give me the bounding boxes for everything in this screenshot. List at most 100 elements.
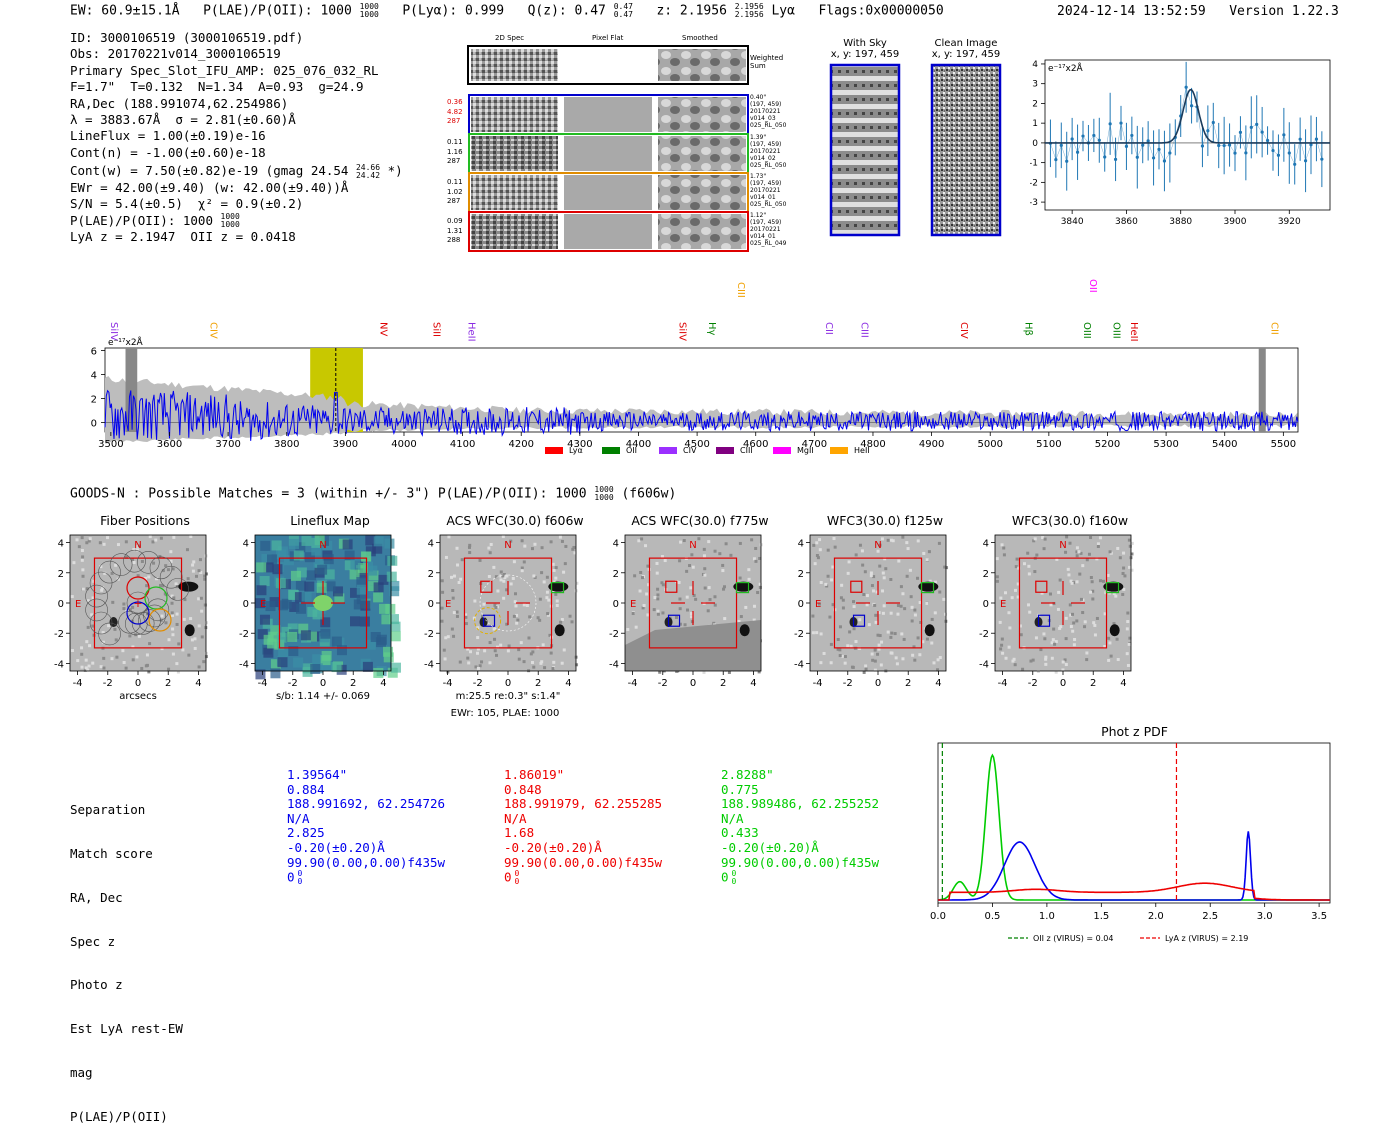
panel-texture <box>825 584 829 588</box>
cutout-smoothed <box>658 214 746 249</box>
panel-texture <box>373 536 384 547</box>
panel-ytick-label: 4 <box>983 539 989 550</box>
spectrum-trace <box>104 389 1299 441</box>
panel-texture <box>320 617 331 628</box>
line-fit-ytick-label: 4 <box>1032 60 1038 70</box>
qz-fraction: 0.47 0.47 <box>613 2 633 19</box>
z-fraction: 2.1956 2.1956 <box>734 2 764 19</box>
panel-texture <box>679 540 683 544</box>
panel-texture <box>331 662 342 673</box>
panel-texture <box>121 649 125 653</box>
panel-texture <box>525 604 529 608</box>
panel-texture <box>1085 558 1089 562</box>
match-column: 1.86019" 0.848 188.991979, 62.255285 N/A 1.6… <box>504 767 662 886</box>
panel-texture <box>757 670 761 674</box>
panel-texture <box>570 620 574 624</box>
row2-left: 0.11 1.16 287 <box>447 138 463 165</box>
panel-texture <box>122 607 126 611</box>
panel-texture <box>1036 670 1040 674</box>
panel-texture <box>83 668 87 672</box>
panel-texture <box>148 535 152 539</box>
match-column: 1.39564" 0.884 188.991692, 62.254726 N/A 2.8… <box>287 767 445 886</box>
panel-texture <box>320 628 331 639</box>
panel-texture <box>172 596 176 600</box>
panel-texture <box>683 623 687 627</box>
panel-texture <box>575 663 579 667</box>
legend-label-heii: HeII <box>854 446 870 455</box>
panel-texture <box>174 582 178 586</box>
panel-texture <box>877 647 881 651</box>
panel-texture <box>483 649 487 653</box>
panel-texture <box>744 605 748 609</box>
line-label-siiv: SiIV <box>108 322 119 341</box>
weighted-smoothed <box>658 49 746 81</box>
panel-texture <box>136 545 140 549</box>
panel-texture <box>921 640 925 644</box>
panel-texture <box>831 565 835 569</box>
panel-texture <box>876 633 880 637</box>
fiber-red <box>126 576 150 600</box>
panel-texture <box>1126 620 1130 624</box>
panel-ytick-label: -2 <box>424 629 434 640</box>
panel-texture <box>1027 603 1031 607</box>
panel-texture <box>754 546 758 550</box>
panel-texture <box>692 593 696 597</box>
panel-texture <box>86 599 90 603</box>
panel-texture <box>1007 645 1011 649</box>
fiber-circle <box>131 612 155 635</box>
panel-texture <box>473 599 477 603</box>
panel-texture <box>102 666 106 670</box>
panel-texture <box>880 537 884 541</box>
panel-texture <box>549 540 553 544</box>
panel-texture <box>136 548 140 552</box>
panel-texture <box>1096 542 1100 546</box>
panel-ytick-label: -4 <box>54 659 64 670</box>
panel-texture <box>822 651 826 655</box>
panel-texture <box>519 641 523 645</box>
panel-texture <box>199 596 203 600</box>
panel-texture <box>896 612 900 616</box>
panel-texture <box>359 616 370 627</box>
legend-label-civ: CIV <box>683 446 697 455</box>
match-value: 2.8288" <box>721 767 774 782</box>
panel-texture <box>288 645 299 656</box>
panel-texture <box>575 581 579 585</box>
panel-texture <box>1043 637 1047 641</box>
panel-texture <box>387 667 398 678</box>
panel-texture <box>850 665 854 669</box>
panel-texture <box>1091 597 1095 601</box>
panel-texture <box>1040 591 1044 595</box>
ew-value: EW: 60.9±15.1Å <box>70 3 180 19</box>
panel-texture <box>181 648 185 652</box>
north-label: N <box>134 540 141 551</box>
panel-texture <box>560 618 564 622</box>
panel-texture <box>132 560 136 564</box>
panel-texture <box>171 652 175 656</box>
panel-texture <box>70 648 74 652</box>
panel-texture <box>896 603 900 607</box>
match-value: 0.848 <box>504 781 542 797</box>
panel-texture <box>1039 648 1043 652</box>
panel-texture <box>301 535 312 546</box>
panel-texture <box>169 550 173 554</box>
panel-texture <box>362 561 373 572</box>
panel-texture <box>1053 642 1057 646</box>
panel-texture <box>713 603 717 607</box>
spectrum-ytick-label: 6 <box>91 346 97 357</box>
panel-texture <box>373 667 384 678</box>
panel-ytick-label: -2 <box>979 629 989 640</box>
col-title-smoothed: Smoothed <box>682 34 718 42</box>
panel-texture <box>1122 566 1126 570</box>
panel-texture <box>703 567 707 571</box>
panel-texture <box>876 549 880 553</box>
panel-texture <box>1103 612 1107 616</box>
panel-title: WFC3(30.0) f125w <box>826 513 944 528</box>
panel-texture <box>102 542 106 546</box>
panel-texture <box>563 562 567 566</box>
panel-texture <box>452 574 456 578</box>
panel-texture <box>1089 576 1093 580</box>
panel-texture <box>747 577 751 581</box>
panel-texture <box>390 631 401 642</box>
panel-texture <box>145 584 149 588</box>
panel-xtick-label: -2 <box>658 678 668 689</box>
